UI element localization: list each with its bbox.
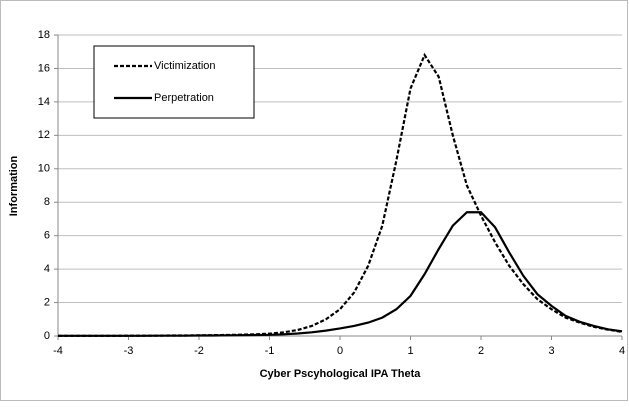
y-tick-label: 2 xyxy=(44,296,50,308)
y-tick-label: 0 xyxy=(44,330,50,342)
x-tick-label: 2 xyxy=(478,345,484,357)
y-tick-label: 6 xyxy=(44,230,50,242)
x-tick-label: 3 xyxy=(548,345,554,357)
x-tick-label: 4 xyxy=(619,345,625,357)
x-axis-label: Cyber Pscyhological IPA Theta xyxy=(260,368,422,380)
x-tick-label: 1 xyxy=(407,345,413,357)
legend-label: Perpetration xyxy=(154,92,214,104)
line-series xyxy=(58,211,623,337)
line-series xyxy=(58,52,623,337)
y-tick-label: 16 xyxy=(38,62,50,74)
y-tick-label: 4 xyxy=(44,263,50,275)
legend-box xyxy=(93,45,255,119)
y-tick-label: 12 xyxy=(38,129,50,141)
y-tick-label: 8 xyxy=(44,196,50,208)
x-tick-label: -4 xyxy=(53,345,63,357)
x-tick-label: -2 xyxy=(194,345,204,357)
y-tick-label: 18 xyxy=(38,29,50,41)
legend-label: Victimization xyxy=(154,60,216,72)
y-tick-label: 14 xyxy=(38,96,50,108)
y-axis-label: Information xyxy=(8,155,20,216)
x-tick-label: -1 xyxy=(265,345,275,357)
x-tick-label: 0 xyxy=(337,345,343,357)
y-tick-label: 10 xyxy=(38,163,50,175)
x-tick-label: -3 xyxy=(124,345,134,357)
